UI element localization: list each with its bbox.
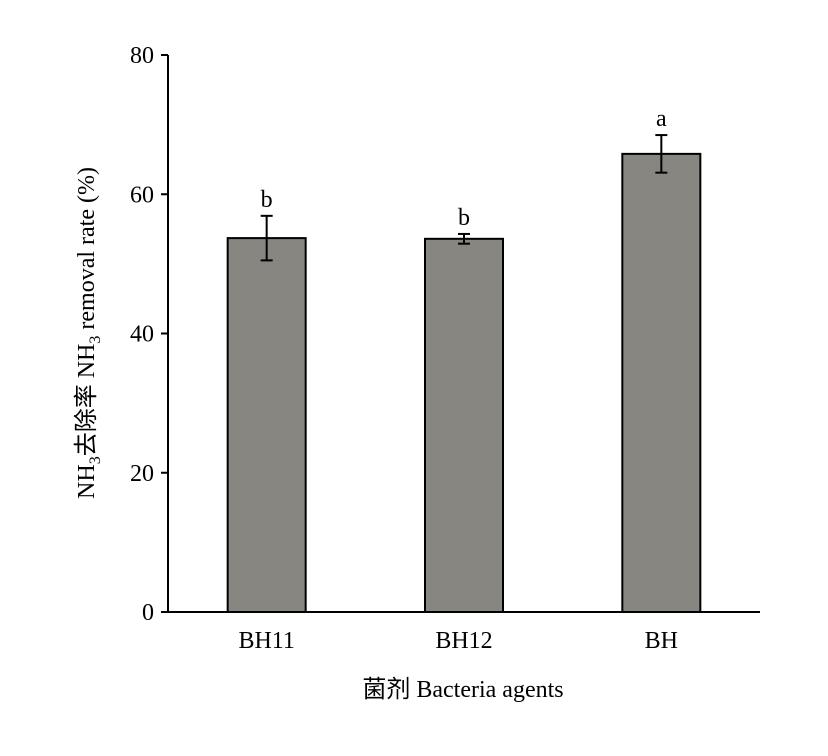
bar-bh [621, 152, 702, 613]
y-tick-label-20: 20 [130, 461, 154, 487]
bar-bh12 [424, 237, 504, 613]
x-tick-label-bh: BH [645, 628, 678, 654]
y-axis-title: NH3去除率 NH3 removal rate (%) [73, 167, 104, 499]
y-axis-title-middle: 去除率 NH [73, 344, 100, 457]
y-axis-title-suffix: removal rate (%) [74, 167, 100, 336]
y-axis-title-subscript-1: 3 [87, 456, 104, 464]
x-tick-label-bh12: BH12 [435, 628, 492, 654]
y-tick-label-0: 0 [142, 600, 154, 626]
significance-letter-bh11: b [261, 187, 273, 213]
x-tick-label-bh11: BH11 [238, 628, 294, 654]
y-tick-label-60: 60 [130, 182, 154, 208]
significance-letter-bh: a [656, 106, 667, 132]
y-axis-title-subscript-2: 3 [87, 336, 104, 344]
x-axis-title: 菌剂 Bacteria agents [362, 676, 563, 703]
y-tick-label-80: 80 [130, 43, 154, 69]
significance-letter-bh12: b [458, 205, 470, 231]
bar-bh11 [226, 237, 307, 614]
y-axis-title-prefix: NH [74, 464, 100, 499]
y-tick-label-40: 40 [130, 322, 154, 348]
